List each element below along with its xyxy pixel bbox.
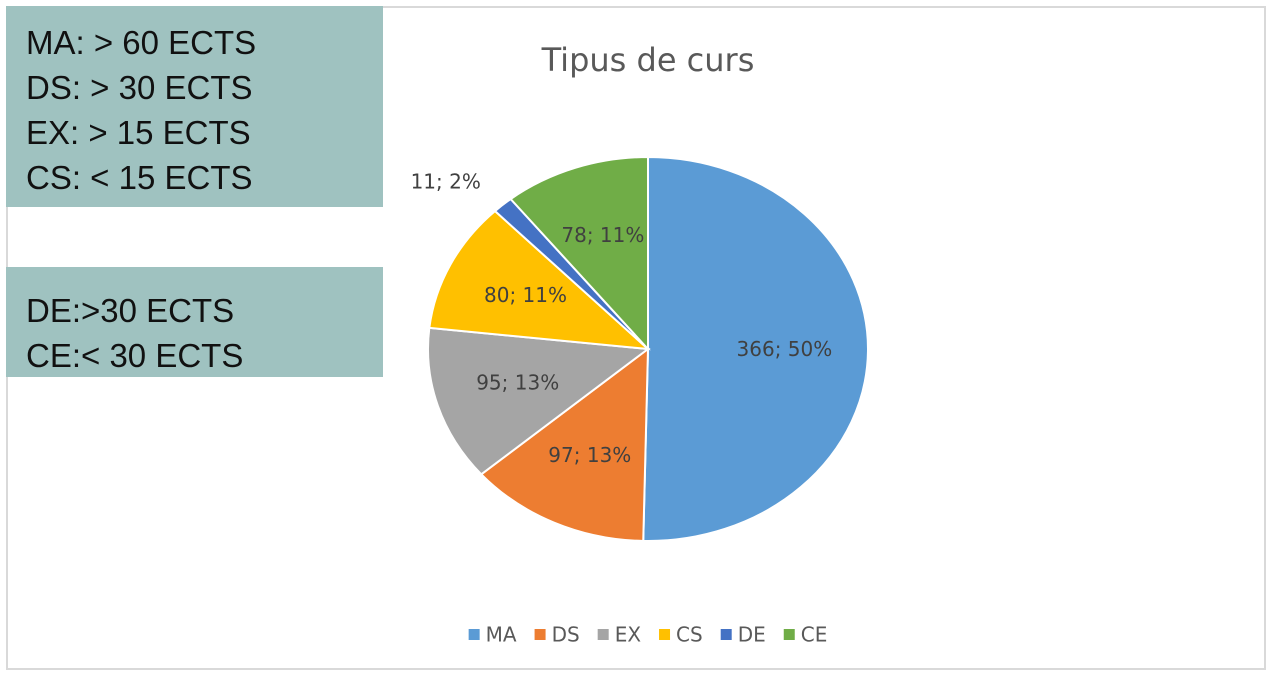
data-label: 95; 13% — [476, 371, 559, 395]
note-box — [6, 267, 383, 377]
note-text: EX: > 15 ECTS — [26, 114, 251, 151]
legend-label: DE — [738, 623, 766, 647]
legend-swatch — [720, 629, 732, 640]
note-text: CS: < 15 ECTS — [26, 159, 253, 196]
note-text: MA: > 60 ECTS — [26, 24, 256, 61]
data-label: 78; 11% — [561, 223, 644, 247]
pie-slice — [427, 326, 651, 476]
legend-label: MA — [486, 623, 517, 647]
legend-swatch — [597, 629, 609, 640]
data-label: 366; 50% — [737, 337, 833, 361]
legend-label: DS — [552, 623, 580, 647]
legend-swatch — [468, 629, 480, 640]
legend-swatch — [783, 629, 795, 640]
legend-label: CE — [801, 623, 828, 647]
pie-slice — [509, 155, 649, 352]
chart-title: Tipus de curs — [541, 41, 755, 79]
note-text: CE:< 30 ECTS — [26, 337, 243, 374]
legend-label: EX — [615, 623, 642, 647]
data-label: 11; 2% — [411, 170, 481, 194]
note-box — [6, 6, 383, 207]
legend-swatch — [659, 629, 671, 640]
pie-slice — [642, 155, 869, 542]
legend-label: CS — [676, 623, 703, 647]
note-text: DS: > 30 ECTS — [26, 69, 253, 106]
data-label: 80; 11% — [484, 283, 567, 307]
data-label: 97; 13% — [548, 443, 631, 467]
pie-slice — [428, 209, 651, 351]
pie-slice — [479, 346, 650, 542]
note-text: DE:>30 ECTS — [26, 292, 234, 329]
legend-swatch — [534, 629, 546, 640]
